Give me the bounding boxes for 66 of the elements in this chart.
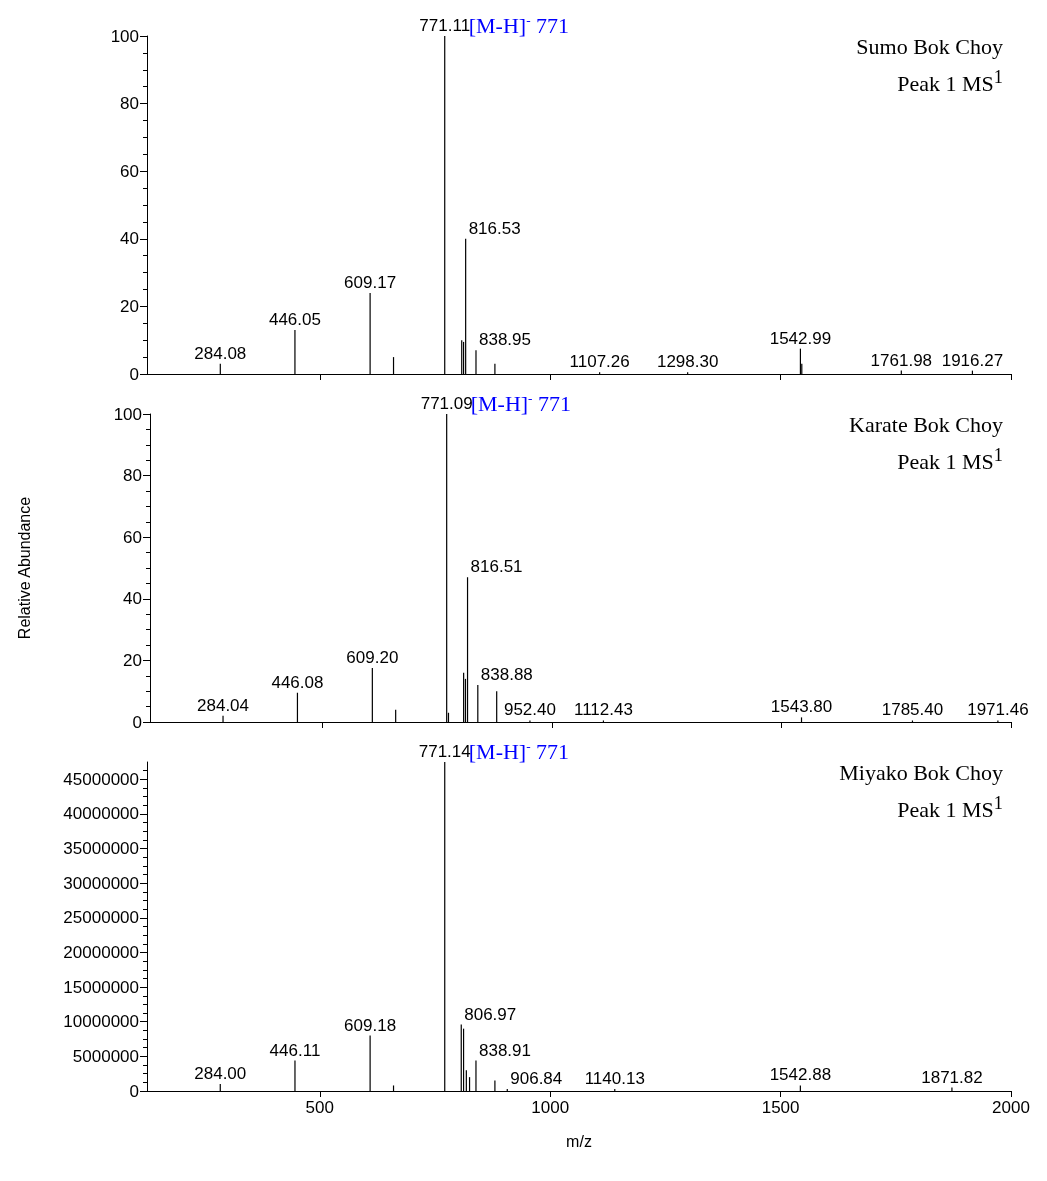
chart-title: Karate Bok Choy	[849, 411, 1003, 439]
y-tick-label: 30000000	[63, 873, 139, 893]
annotation: 1542.88	[769, 1065, 832, 1085]
annotation: 1785.40	[881, 700, 944, 720]
text: Peak 1 MS$^{1}$	[896, 792, 1003, 825]
annotation: 1971.46	[967, 700, 1029, 720]
annotation: 609.18	[344, 1015, 397, 1035]
annotation: 1107.26	[569, 352, 630, 372]
annotation: 1112.43	[573, 700, 633, 720]
chart-title: Sumo Bok Choy	[856, 33, 1003, 61]
y-tick-label: 80	[123, 466, 142, 486]
annotation: 1542.99	[769, 328, 832, 348]
annotation: 1543.80	[770, 697, 833, 717]
annotation: 609.20	[346, 648, 399, 668]
annotation: 284.04	[197, 695, 250, 715]
y-tick-label: 15000000	[63, 977, 139, 997]
chart-title: Miyako Bok Choy	[839, 759, 1003, 787]
annotation: 771.11	[419, 16, 471, 35]
y-tick-label: 20	[120, 296, 139, 316]
y-tick-label: 20	[123, 650, 142, 670]
annotation: 771.14	[418, 742, 471, 761]
y-tick-label: 0	[129, 1081, 139, 1101]
x-tick-label: 2000	[992, 1098, 1030, 1117]
annotation: 906.84	[510, 1068, 563, 1088]
y-tick-label: 0	[132, 712, 142, 732]
text: Peak 1 MS$^{1}$	[896, 66, 1003, 99]
annotation: 609.17	[344, 272, 397, 292]
text: Peak 1 MS$^{1}$	[896, 444, 1003, 477]
annotation: 806.97	[464, 1004, 517, 1024]
annotation: 284.00	[194, 1064, 247, 1084]
x-tick-label: 1000	[531, 1098, 570, 1117]
y-tick-label: 40	[120, 229, 139, 249]
y-tick-label: 25000000	[63, 908, 139, 928]
annotation: 446.05	[268, 310, 321, 330]
y-tick-label: 5000000	[72, 1046, 139, 1066]
annotation: 1871.82	[921, 1067, 983, 1087]
annotation: 816.53	[468, 218, 521, 238]
y-tick-label: 100	[110, 26, 139, 46]
annotation: 1761.98	[870, 350, 933, 370]
annotation: 952.40	[503, 700, 556, 720]
annotation: 771.09	[420, 394, 473, 413]
y-axis-title: Relative Abundance	[15, 496, 33, 640]
y-tick-label: 60	[120, 161, 139, 181]
x-axis-title: m/z	[566, 1132, 592, 1150]
y-tick-label: 0	[129, 364, 139, 384]
y-tick-label: 80	[120, 94, 139, 114]
annotation: 1298.30	[656, 352, 719, 372]
annotation: 838.95	[478, 330, 531, 350]
y-tick-label: 60	[123, 527, 142, 547]
annotation: 284.08	[194, 343, 247, 363]
annotation: 1140.13	[584, 1068, 645, 1088]
x-tick-label: 1500	[761, 1098, 800, 1117]
annotation: 838.91	[478, 1040, 531, 1060]
x-tick-label: 500	[305, 1098, 334, 1117]
y-tick-label: 35000000	[63, 839, 139, 859]
y-tick-label: 10000000	[63, 1012, 139, 1032]
annotation: 838.88	[480, 665, 533, 685]
y-tick-label: 40	[123, 589, 142, 609]
y-tick-label: 20000000	[63, 942, 139, 962]
annotation: 1916.27	[941, 350, 1004, 370]
y-tick-label: 100	[113, 404, 142, 424]
annotation: 446.11	[269, 1040, 321, 1060]
y-tick-label: 45000000	[63, 769, 139, 789]
annotation: 816.51	[470, 557, 523, 577]
annotation: 446.08	[271, 672, 324, 692]
y-tick-label: 40000000	[63, 804, 139, 824]
